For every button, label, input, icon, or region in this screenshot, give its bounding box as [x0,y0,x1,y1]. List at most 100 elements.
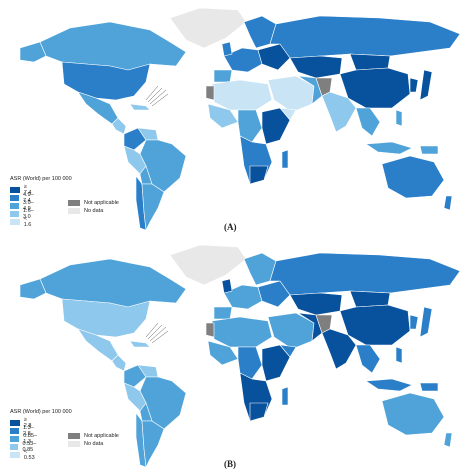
region-indonesia [365,378,413,392]
legend-item: ≥ 2.8 [10,416,34,429]
region-central-america [111,354,127,372]
legend-label: < 1.6 [23,215,32,228]
region-png [419,145,439,155]
region-japan [419,69,433,101]
legend-item-no-data: No data [68,441,103,447]
region-central-america [111,117,127,135]
legend-label: 1.3–2.8 [22,424,34,437]
region-southeast-asia [355,344,381,374]
region-caribbean [129,103,151,111]
legend-item-not-applicable: Not applicable [68,433,119,439]
region-west-africa [207,103,239,129]
region-india [321,328,357,370]
region-greenland [169,7,247,49]
legend-label: No data [84,441,104,447]
legend-item: 0.85–1.3 [10,432,40,445]
region-mongolia [349,290,391,308]
legend-swatch [10,451,20,458]
region-west-sahara [205,322,215,338]
region-iberia [213,306,233,320]
region-china [339,67,411,109]
region-png [419,382,439,392]
region-new-zealand [443,432,453,448]
region-caribbean [129,340,151,348]
region-south-africa [249,402,269,422]
region-west-africa [207,340,239,366]
region-russia [269,252,461,296]
region-madagascar [281,149,289,169]
region-south-africa [249,165,269,185]
legend-item: 0.53–0.85 [10,440,40,453]
region-kazakhstan [289,292,343,316]
regions [19,7,461,232]
region-iran [297,75,323,105]
legend-label: Not applicable [84,433,119,439]
legend-label: 3.0–4.9 [22,199,34,212]
legend-swatch [68,433,80,439]
region-iberia [213,69,233,83]
region-philippines [395,346,403,364]
legend-swatch [10,427,19,434]
legend-label: 0.85–1.3 [23,432,38,445]
panel-label-b: (B) [224,459,236,469]
legend-label: < 0.53 [23,448,35,461]
region-uk [221,278,233,294]
legend-item: < 1.6 [10,215,34,228]
region-mongolia [349,53,391,71]
region-india [321,91,357,133]
region-alaska [19,41,47,63]
region-argentina [141,420,165,469]
caribbean-inset-lines [145,85,169,107]
region-colombia [123,127,147,151]
region-indonesia [365,141,413,155]
region-australia [381,392,445,436]
legend-label: 0.53–0.85 [22,440,37,453]
legend-label: No data [84,208,104,214]
region-eastern-europe [257,43,291,71]
legend-swatch [10,186,20,193]
legend-swatch [10,435,20,442]
region-north-africa [211,79,273,111]
region-usa [61,298,151,338]
map-panel-a: ASR (World) per 100 000 ≥ 7.4 4.9–7.4 3.… [10,7,461,232]
legend-swatch [10,443,19,450]
legend-swatch [68,208,80,214]
region-north-africa [211,316,273,348]
region-korea [409,314,419,330]
legend-title: ASR (World) per 100 000 [10,176,72,182]
legend-swatch [10,194,19,201]
region-madagascar [281,386,289,406]
legend-label: 4.9–7.4 [22,191,34,204]
panel-label-a: (A) [224,222,237,232]
legend-swatch [10,419,20,426]
region-russia [269,15,461,59]
world-choropleth-map-a [19,7,461,232]
regions [19,244,461,469]
legend-title: ASR (World) per 100 000 [10,409,72,415]
legend-label: ≥ 7.4 [23,183,32,196]
legend-label: 1.6–3.0 [22,207,34,220]
region-philippines [395,109,403,127]
region-southeast-asia [355,107,381,137]
legend-item: 1.3–2.8 [10,424,37,437]
region-kazakhstan [289,55,343,79]
region-japan [419,306,433,338]
legend-swatch [10,210,19,217]
legend-item: ≥ 7.4 [10,183,34,196]
legend-swatch [68,441,80,447]
map-panel-b: ASR (World) per 100 000 ≥ 2.8 1.3–2.8 0.… [0,237,474,474]
region-eastern-europe [257,280,291,308]
legend-item: 3.0–4.9 [10,199,37,212]
legend-label: ≥ 2.8 [23,416,32,429]
region-horn-africa [279,107,297,121]
region-argentina [141,183,165,232]
region-australia [381,155,445,199]
region-usa [61,61,151,101]
region-alaska [19,278,47,300]
region-iran [297,312,323,342]
region-new-zealand [443,195,453,211]
legend-swatch [10,202,19,209]
region-korea [409,77,419,93]
legend-swatch [10,218,20,225]
legend-item: < 0.53 [10,448,37,461]
